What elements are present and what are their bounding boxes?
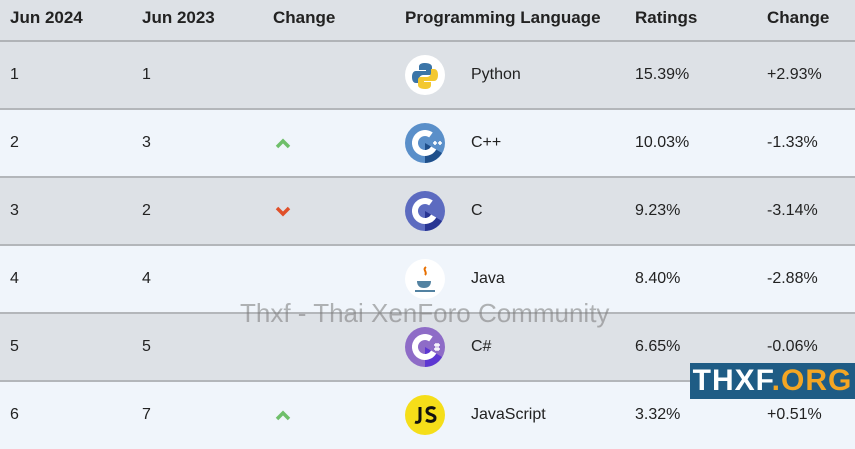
trend-up-icon bbox=[275, 410, 291, 421]
rating-change: +0.51% bbox=[767, 406, 822, 423]
rank-2023: 2 bbox=[142, 202, 151, 219]
trend-down-icon bbox=[275, 206, 291, 217]
thxf-banner: THXF.ORG bbox=[690, 363, 855, 399]
trend-up-icon bbox=[275, 138, 291, 149]
header-jun-2023: Jun 2023 bbox=[142, 8, 215, 27]
language-name: Java bbox=[471, 270, 505, 287]
rank-2024: 1 bbox=[10, 66, 19, 83]
rank-2024: 2 bbox=[10, 134, 19, 151]
rank-2023: 4 bbox=[142, 270, 151, 287]
header-jun-2024: Jun 2024 bbox=[10, 8, 83, 27]
rating-change: -0.06% bbox=[767, 338, 818, 355]
header-ratings: Ratings bbox=[635, 8, 698, 27]
rank-2024: 5 bbox=[10, 338, 19, 355]
cpp-logo-icon bbox=[405, 123, 445, 163]
table-header: Jun 2024 Jun 2023 Change Programming Lan… bbox=[0, 0, 855, 42]
rank-2023: 5 bbox=[142, 338, 151, 355]
rating: 3.32% bbox=[635, 406, 681, 423]
header-language: Programming Language bbox=[405, 8, 601, 27]
python-logo-icon bbox=[405, 55, 445, 95]
rating: 15.39% bbox=[635, 66, 690, 83]
table-row: 3 2 C 9.23% -3.14% bbox=[0, 178, 855, 246]
rating: 6.65% bbox=[635, 338, 681, 355]
language-name: C# bbox=[471, 338, 492, 355]
rating-change: -1.33% bbox=[767, 134, 818, 151]
table-row: 5 5 C# 6.65% -0.06% bbox=[0, 314, 855, 382]
rating-change: +2.93% bbox=[767, 66, 822, 83]
language-name: Python bbox=[471, 66, 521, 83]
javascript-logo-icon bbox=[405, 395, 445, 435]
table-row: 1 1 Python 15.39% +2.93% bbox=[0, 42, 855, 110]
rating: 8.40% bbox=[635, 270, 681, 287]
rating: 9.23% bbox=[635, 202, 681, 219]
language-name: JavaScript bbox=[471, 406, 546, 423]
rank-2023: 1 bbox=[142, 66, 151, 83]
rank-2024: 4 bbox=[10, 270, 19, 287]
banner-text: THXF bbox=[692, 364, 772, 397]
rating: 10.03% bbox=[635, 134, 690, 151]
rank-2024: 3 bbox=[10, 202, 19, 219]
c-logo-icon bbox=[405, 191, 445, 231]
header-rating-change: Change bbox=[767, 8, 830, 27]
rating-change: -3.14% bbox=[767, 202, 818, 219]
language-name: C++ bbox=[471, 134, 502, 151]
rank-2024: 6 bbox=[10, 406, 19, 423]
banner-org-text: .ORG bbox=[771, 364, 853, 397]
header-change: Change bbox=[273, 8, 336, 27]
java-logo-icon bbox=[405, 259, 445, 299]
rank-2023: 3 bbox=[142, 134, 151, 151]
rating-change: -2.88% bbox=[767, 270, 818, 287]
csharp-logo-icon bbox=[405, 327, 445, 367]
rank-2023: 7 bbox=[142, 406, 151, 423]
table-row: 4 4 Java 8.40% -2.88% bbox=[0, 246, 855, 314]
table-row: 2 3 C++ 10.03% -1.33% bbox=[0, 110, 855, 178]
language-name: C bbox=[471, 202, 483, 219]
